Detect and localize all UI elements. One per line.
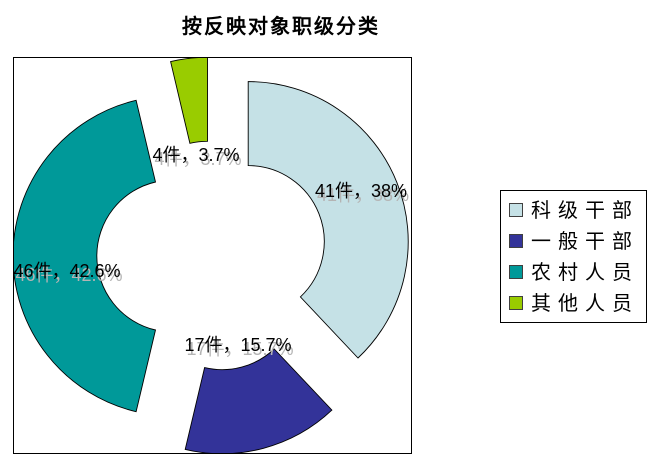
doughnut-chart <box>14 58 409 453</box>
legend-label: 一般干部 <box>531 228 639 253</box>
legend-label: 农村人员 <box>531 260 639 285</box>
legend-swatch <box>509 202 523 217</box>
legend-swatch <box>509 233 523 248</box>
data-label-kejiganbu: 41件，38% <box>314 181 408 201</box>
legend-label: 其他人员 <box>531 291 639 316</box>
legend-item: 一般干部 <box>509 231 646 251</box>
doughnut-slice-0 <box>247 81 409 359</box>
data-label-qitarenyuan: 4件，3.7% <box>152 145 240 165</box>
doughnut-slice-1 <box>184 348 333 453</box>
legend-item: 农村人员 <box>509 262 646 282</box>
legend-swatch <box>509 296 523 311</box>
legend-item: 科级干部 <box>509 200 646 220</box>
legend-label: 科级干部 <box>531 197 639 222</box>
plot-area: 41件，38% 17件，15.7% 46件，42.6% 4件，3.7% <box>13 57 412 454</box>
legend-item: 其他人员 <box>509 293 646 313</box>
doughnut-slice-3 <box>170 58 208 144</box>
data-label-nongcunrenyuan: 46件，42.6% <box>13 261 121 281</box>
data-label-yibanganbu: 17件，15.7% <box>184 335 292 355</box>
legend-swatch <box>509 265 523 280</box>
legend: 科级干部 一般干部 农村人员 其他人员 <box>500 190 647 323</box>
doughnut-slice-2 <box>14 99 157 413</box>
chart-title: 按反映对象职级分类 <box>182 14 380 38</box>
